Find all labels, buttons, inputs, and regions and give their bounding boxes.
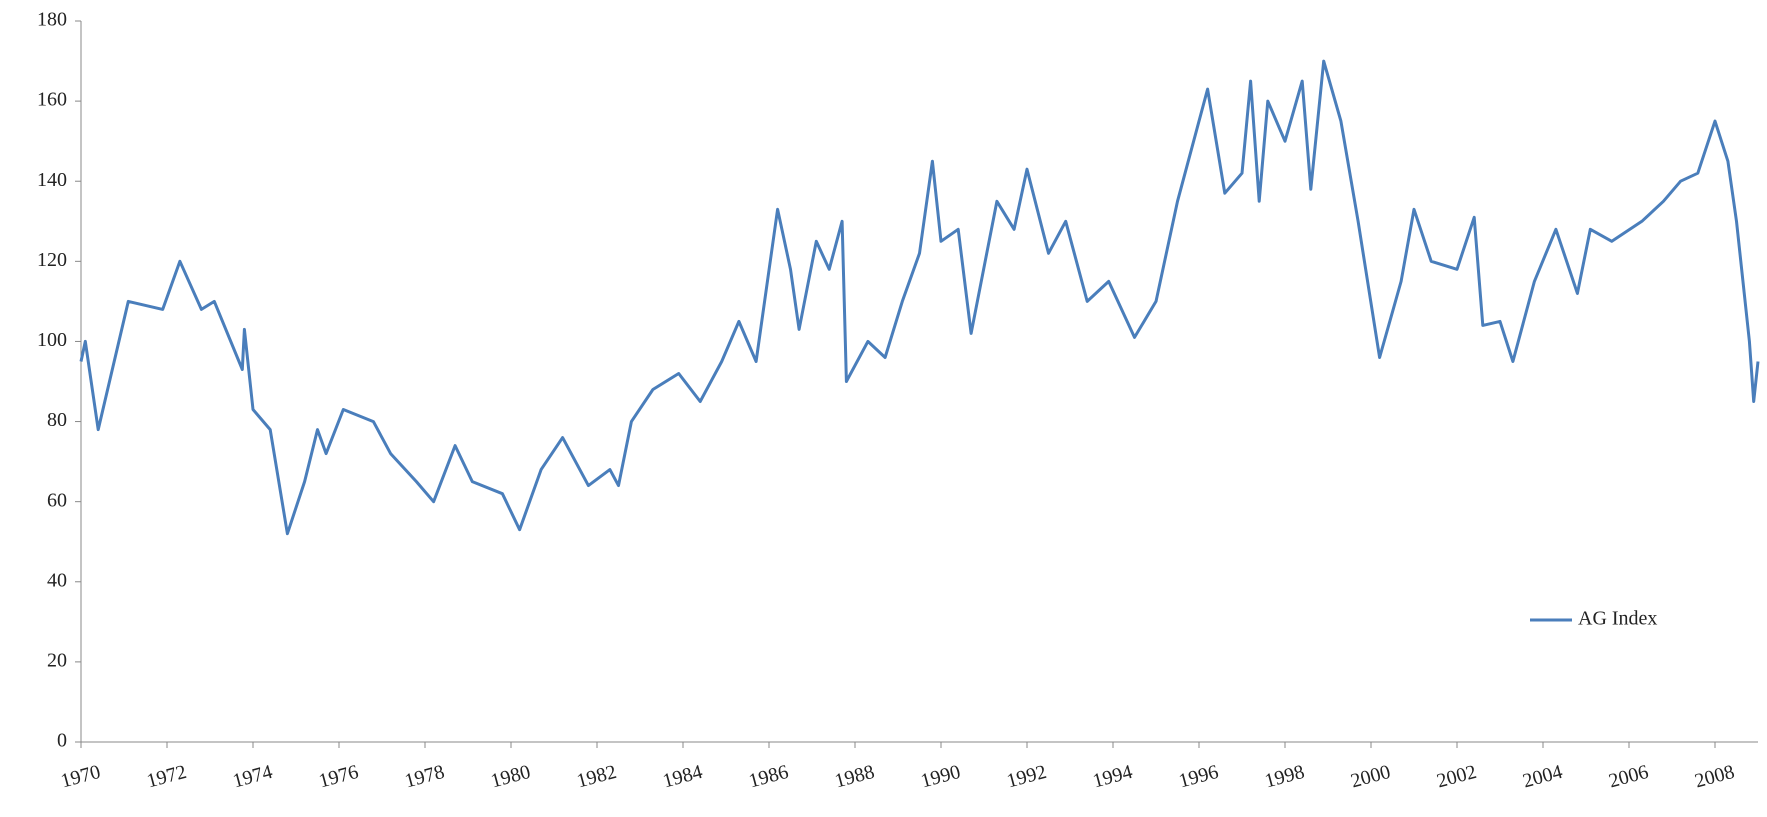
y-tick-label: 0 [57,730,67,752]
x-tick-label: 1976 [316,761,360,793]
x-tick-label: 1978 [402,761,446,793]
x-tick-label: 2006 [1606,761,1650,793]
x-tick-label: 1972 [144,761,188,793]
x-tick-label: 1998 [1262,761,1306,793]
x-tick-label: 2004 [1520,761,1564,793]
x-tick-label: 1974 [230,761,274,793]
x-tick-label: 1986 [746,761,790,793]
x-tick-label: 1982 [574,761,618,793]
x-tick-label: 1996 [1176,761,1220,793]
x-tick-label: 2000 [1348,761,1392,793]
legend-label: AG Index [1578,608,1657,630]
x-tick-label: 1992 [1004,761,1048,793]
x-tick-label: 1990 [918,761,962,793]
y-tick-label: 20 [47,649,67,671]
y-tick-label: 180 [37,9,67,31]
x-tick-label: 1988 [832,761,876,793]
y-tick-label: 140 [37,169,67,191]
line-series [79,59,1760,536]
y-tick-label: 40 [47,569,67,591]
y-tick-label: 60 [47,489,67,511]
x-tick-label: 1970 [58,761,102,793]
x-tick-label: 1994 [1090,761,1134,793]
x-tick-label: 2008 [1692,761,1736,793]
y-tick-label: 160 [37,89,67,111]
x-tick-label: 1980 [488,761,532,793]
y-tick-label: 100 [37,329,67,351]
y-tick-label: 80 [47,409,67,431]
x-tick-label: 1984 [660,761,704,793]
x-tick-label: 2002 [1434,761,1478,793]
y-tick-label: 120 [37,249,67,271]
